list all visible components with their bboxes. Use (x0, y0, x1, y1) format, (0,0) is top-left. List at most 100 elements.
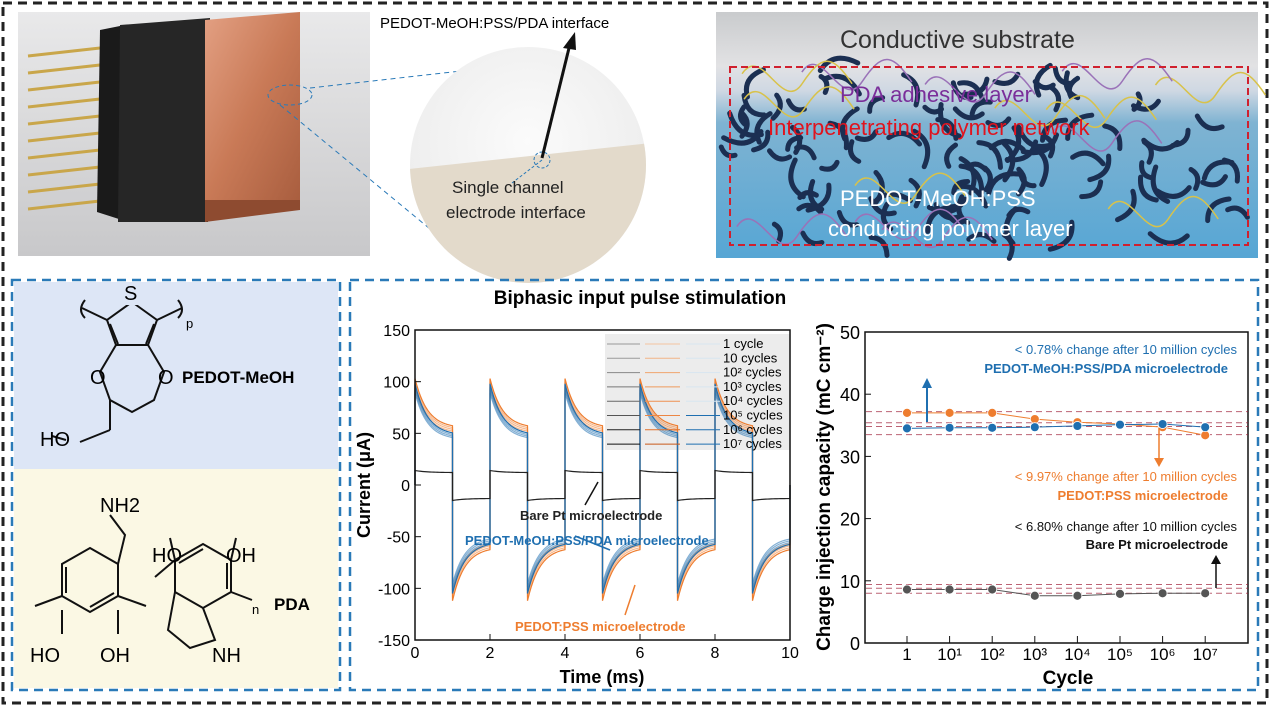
pedot-chain (1016, 124, 1052, 149)
label-bare-pt: Bare Pt microelectrode (1086, 537, 1228, 552)
pedot-chain (957, 80, 986, 103)
data-point (902, 423, 912, 434)
x-tick-label: 1 (902, 645, 911, 664)
pda-chain (1107, 195, 1219, 228)
change-pda: < 0.78% change after 10 million cycles (1015, 342, 1238, 357)
data-point (987, 422, 998, 433)
pedot-layer-label-2: conducting polymer layer (828, 216, 1073, 241)
pin (27, 97, 101, 109)
y-axis-label: Charge injection capacity (mC cm⁻²) (814, 323, 835, 651)
structures-panel (10, 278, 342, 692)
pin (27, 63, 101, 75)
y-tick-label: -100 (378, 581, 410, 598)
pedot-chain (770, 92, 783, 121)
pedot-chain (925, 203, 958, 234)
pedot-chain (754, 111, 773, 145)
pedot-chain (926, 196, 968, 215)
data-point (944, 422, 955, 433)
y-tick-label: 40 (840, 385, 860, 405)
pedot-chain (1154, 185, 1192, 199)
pedot-chain (1141, 137, 1180, 152)
ipn-boundary (729, 66, 1249, 246)
pedot-chain (1087, 153, 1112, 183)
pedot-chain (1079, 179, 1104, 200)
pda-chain (743, 85, 855, 118)
annotation-pedot-pss: PEDOT:PSS microelectrode (515, 619, 686, 634)
pedot-layer-label-1: PEDOT-MeOH:PSS (840, 186, 1036, 211)
sulfur-backdrop (121, 283, 141, 305)
x-axis-label: Cycle (1043, 668, 1094, 689)
pin (27, 199, 101, 211)
series-line (906, 423, 1206, 429)
legend-label: 10³ cycles (723, 379, 782, 394)
layer-schematic (716, 12, 1267, 261)
pin (27, 46, 101, 58)
data-point (1200, 422, 1211, 433)
legend-label: 10⁶ cycles (723, 422, 783, 437)
pedot-chain (976, 140, 1003, 170)
pda-nh: NH (212, 645, 241, 667)
x-tick-label: 10⁴ (1064, 645, 1090, 664)
pedot-chain (944, 142, 959, 169)
pedot-chain (922, 104, 945, 115)
pedot-chain (951, 178, 971, 196)
pedot-chain (1147, 231, 1190, 246)
x-tick-label: 6 (636, 645, 645, 662)
pedot-chain (1138, 174, 1159, 203)
pedot-chain (969, 99, 993, 117)
pedot-meoh-structure (51, 299, 183, 443)
pda-chain (1051, 120, 1163, 152)
data-point (944, 407, 955, 418)
pda-ho-top: HO (152, 545, 182, 567)
pedot-chain (766, 148, 793, 162)
arrow-head-pda (922, 378, 932, 388)
pedot-chain (1066, 75, 1081, 100)
pin (27, 114, 101, 126)
change-pedot-pss: < 9.97% change after 10 million cycles (1015, 469, 1238, 484)
pedot-chain (785, 98, 807, 113)
x-tick-label: 4 (561, 645, 570, 662)
pedot-chain (1018, 170, 1037, 189)
amine-group: NH2 (100, 495, 140, 517)
pedot-chain (771, 221, 783, 244)
magnified-interface-photo (410, 32, 646, 283)
oxygen-atom-2: O (158, 367, 174, 389)
pedot-chain (958, 163, 985, 196)
pedot-chain (1139, 160, 1153, 180)
pedot-chain (836, 209, 860, 228)
pedot-chain (911, 128, 931, 170)
trace-2 (414, 469, 791, 502)
data-point (902, 407, 912, 418)
data-point (1157, 588, 1168, 599)
pedot-chain (1065, 112, 1095, 141)
pedot-chain (945, 211, 967, 225)
arrow-head-pedot-pss (1154, 458, 1164, 467)
y-tick-label: 10 (840, 572, 860, 592)
sulfur-atom: S (124, 283, 137, 305)
y-tick-label: 50 (840, 323, 860, 343)
data-point (987, 407, 998, 418)
pin (27, 131, 101, 143)
y-tick-label: 0 (401, 478, 410, 495)
pda-chain (1045, 96, 1157, 128)
charts-panel (348, 278, 1260, 692)
data-point (1072, 590, 1083, 601)
panel-title: Biphasic input pulse stimulation (494, 288, 786, 309)
label-pda: PEDOT-MeOH:PSS/PDA microelectrode (984, 361, 1228, 376)
data-point (1157, 419, 1168, 429)
ipn-label: Interpenetrating polymer network (768, 115, 1091, 140)
repeat-n: n (252, 602, 259, 617)
pedot-chain (847, 139, 862, 164)
pedot-chain (738, 104, 748, 127)
substrate-label: Conductive substrate (840, 26, 1075, 54)
legend-label: 10² cycles (723, 365, 782, 380)
pedot-chain (819, 159, 840, 172)
data-point (1115, 419, 1125, 430)
annotation-bare-pt: Bare Pt microelectrode (520, 508, 662, 523)
pda-chain (1061, 57, 1173, 90)
single-channel-label-1: Single channel (452, 178, 564, 197)
arrow-pda (574, 535, 611, 551)
pedot-chain (985, 116, 1012, 128)
pedot-chain (739, 110, 750, 139)
